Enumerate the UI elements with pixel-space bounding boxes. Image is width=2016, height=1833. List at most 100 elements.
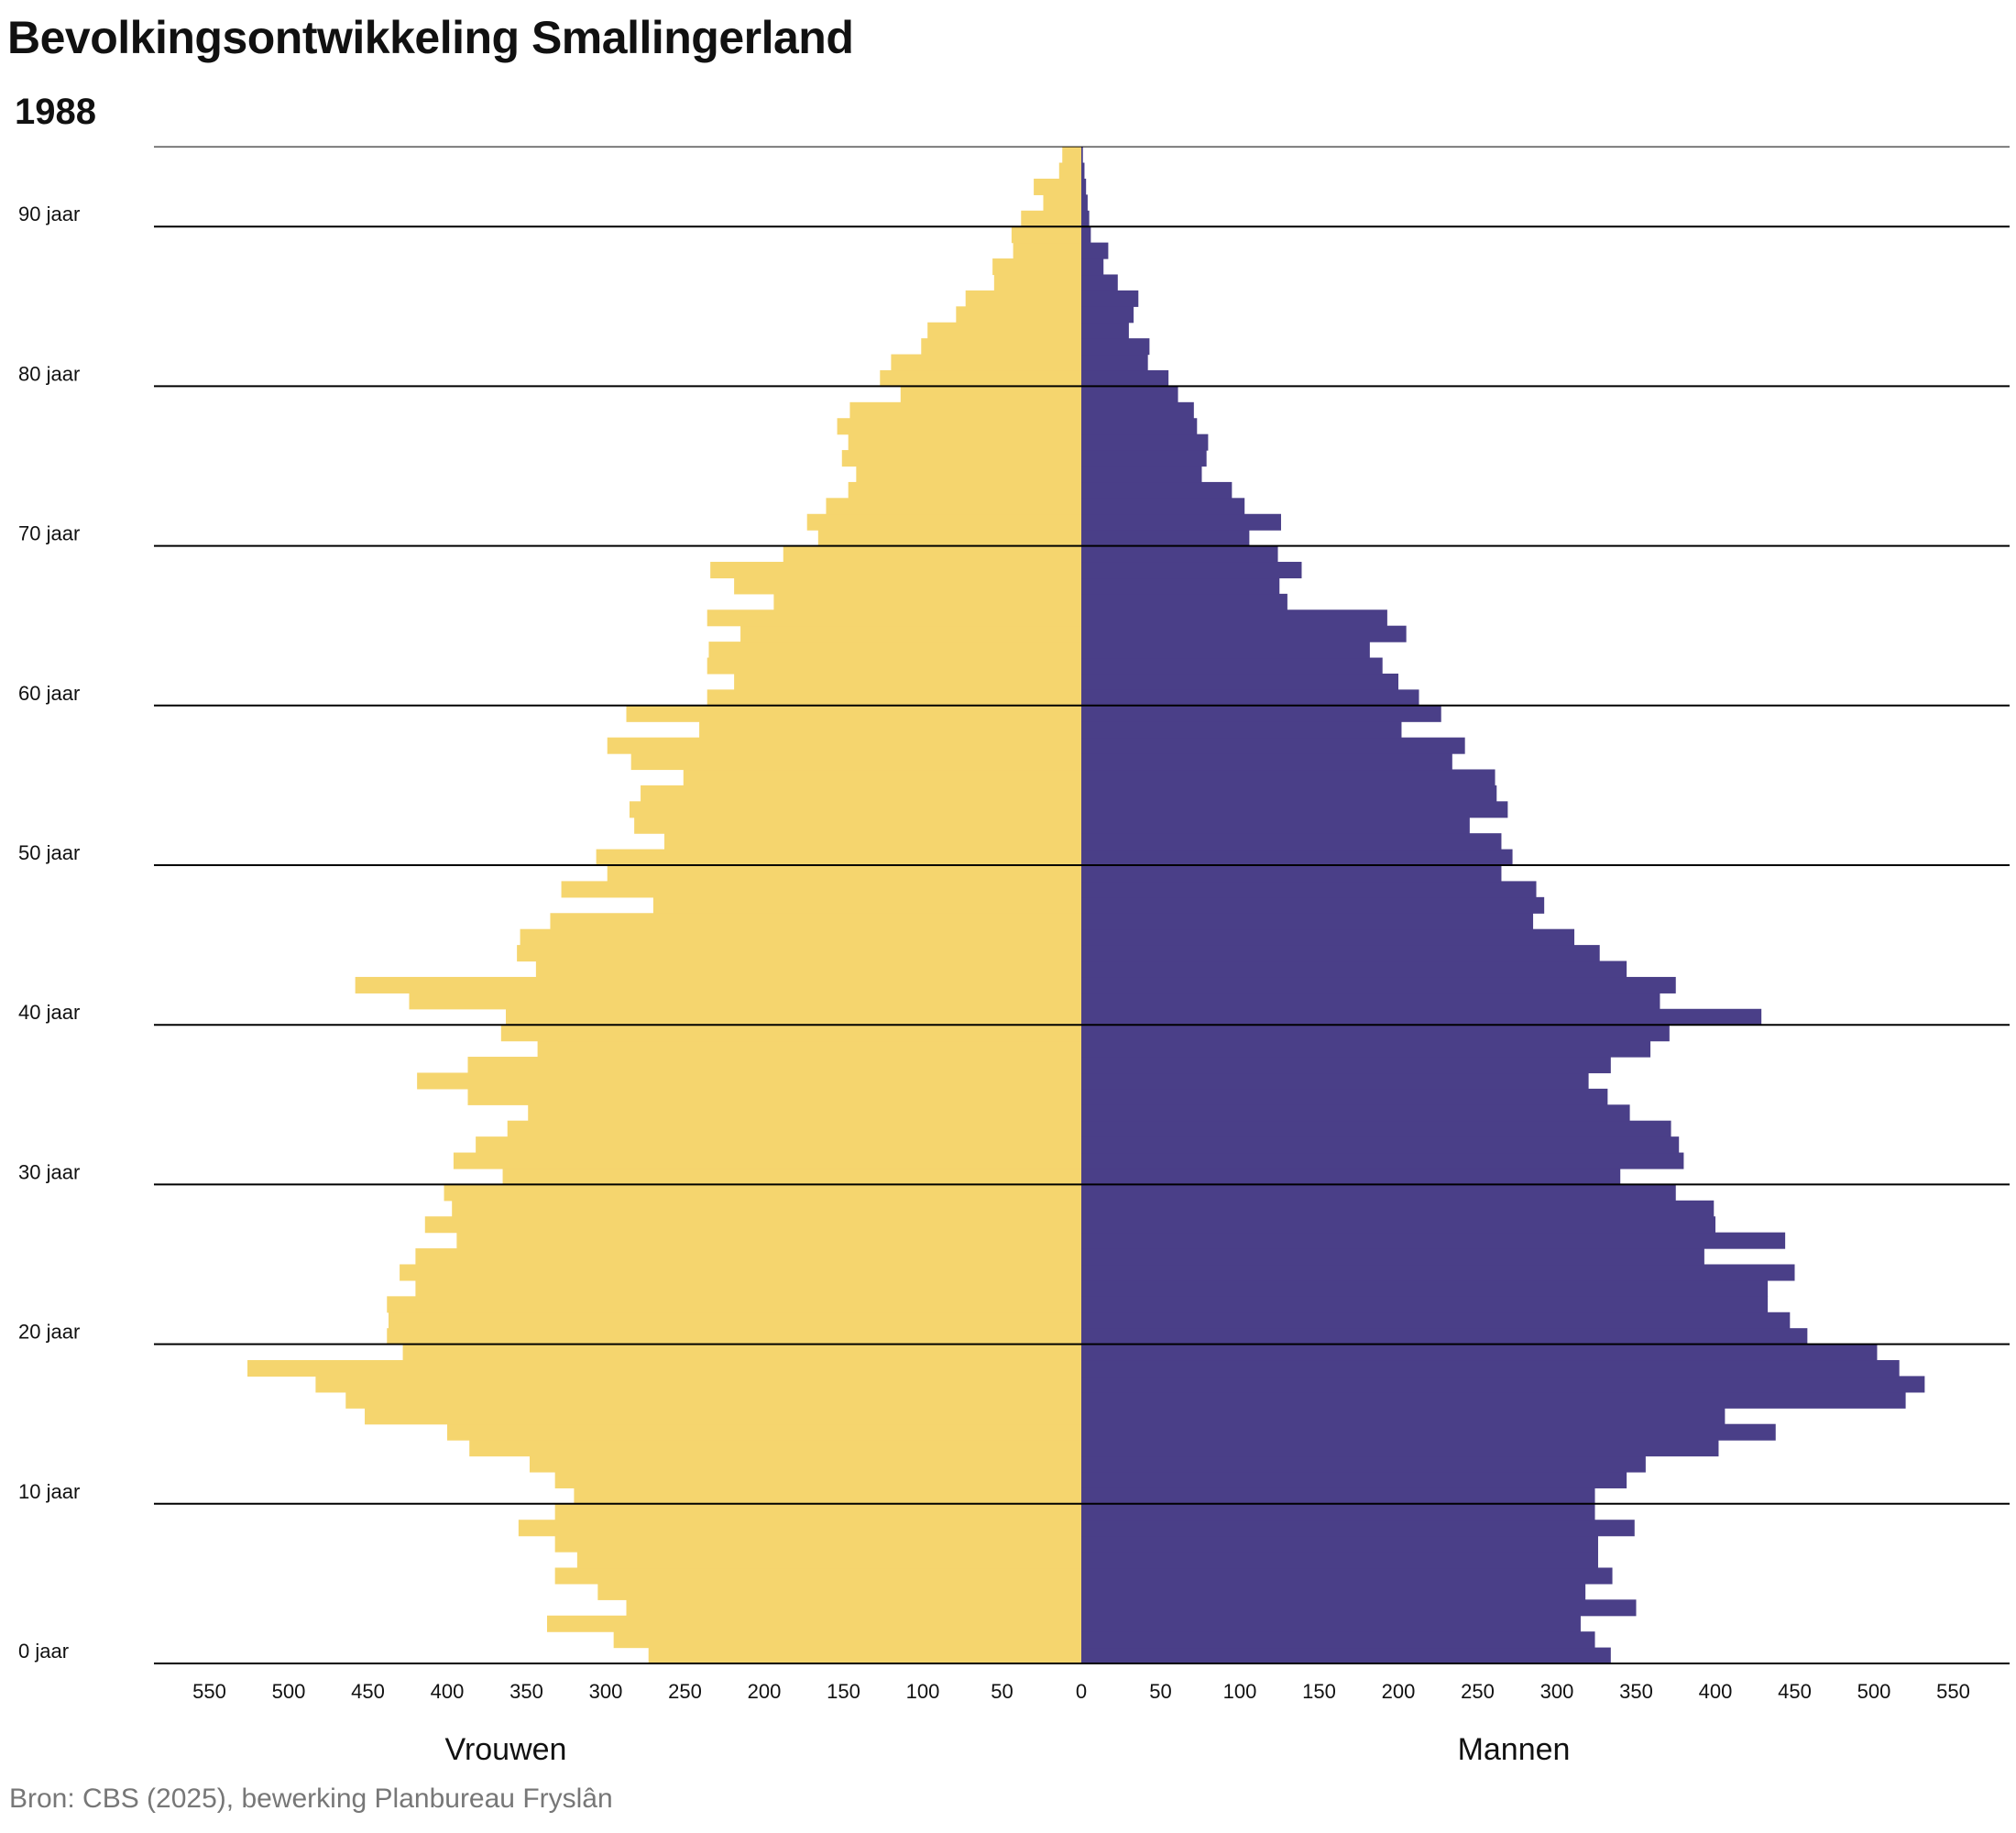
bar-vrouwen-age-57 <box>607 737 1081 754</box>
bar-mannen-age-57 <box>1081 737 1465 754</box>
bar-vrouwen-age-0 <box>648 1647 1081 1664</box>
bar-mannen-age-88 <box>1081 242 1109 259</box>
bar-vrouwen-age-80 <box>880 369 1081 387</box>
bar-mannen-age-27 <box>1081 1216 1715 1234</box>
age-label-60: 60 jaar <box>18 682 80 705</box>
bar-vrouwen-age-77 <box>837 418 1081 435</box>
bar-mannen-age-69 <box>1081 545 1278 563</box>
value-tick-right-350: 350 <box>1619 1680 1653 1703</box>
bar-vrouwen-age-37 <box>467 1057 1081 1074</box>
value-tick-left-350: 350 <box>509 1680 543 1703</box>
source-note: Bron: CBS (2025), bewerking Planbureau F… <box>9 1784 613 1814</box>
bar-mannen-age-53 <box>1081 801 1508 818</box>
chart-subtitle-year: 1988 <box>15 92 96 132</box>
bar-mannen-age-55 <box>1081 769 1496 786</box>
bar-vrouwen-age-91 <box>1043 194 1081 212</box>
bar-mannen-age-77 <box>1081 418 1198 435</box>
bar-vrouwen-age-55 <box>683 769 1081 786</box>
bar-mannen-age-74 <box>1081 466 1202 483</box>
bar-vrouwen-age-11 <box>554 1471 1081 1488</box>
age-axis-labels: 0 jaar 10 jaar 20 jaar 30 jaar 40 jaar 50 jaa… <box>18 203 80 1663</box>
bar-vrouwen-age-56 <box>630 753 1081 771</box>
value-tick-left-150: 150 <box>827 1680 860 1703</box>
age-label-40: 40 jaar <box>18 1001 80 1024</box>
bar-mannen-age-37 <box>1081 1057 1611 1074</box>
bar-vrouwen-age-84 <box>956 306 1081 324</box>
bar-mannen-age-14 <box>1081 1423 1776 1441</box>
value-tick-left-250: 250 <box>668 1680 702 1703</box>
bar-mannen-age-93 <box>1081 162 1085 180</box>
side-label-mannen: Mannen <box>1458 1732 1571 1767</box>
bar-mannen-age-44 <box>1081 945 1600 962</box>
bar-vrouwen-age-14 <box>447 1423 1081 1441</box>
bar-mannen-age-68 <box>1081 562 1302 579</box>
bar-mannen-age-58 <box>1081 721 1402 739</box>
bar-vrouwen-age-51 <box>664 833 1081 851</box>
bar-mannen-age-22 <box>1081 1296 1769 1313</box>
bar-mannen-age-92 <box>1081 178 1087 195</box>
bar-mannen-age-0 <box>1081 1647 1611 1664</box>
bar-vrouwen-age-86 <box>993 274 1081 291</box>
bar-mannen-age-30 <box>1081 1168 1621 1185</box>
bar-vrouwen-age-75 <box>841 450 1081 467</box>
bar-vrouwen-age-66 <box>773 593 1081 610</box>
bar-vrouwen-age-44 <box>517 945 1081 962</box>
bar-mannen-age-59 <box>1081 705 1441 722</box>
bar-mannen-age-19 <box>1081 1344 1878 1361</box>
bar-vrouwen-age-1 <box>613 1631 1081 1649</box>
bar-vrouwen-age-68 <box>710 562 1081 579</box>
bar-mannen-age-62 <box>1081 657 1383 675</box>
bar-mannen-age-64 <box>1081 625 1407 642</box>
bar-mannen-age-82 <box>1081 338 1150 356</box>
value-tick-left-300: 300 <box>589 1680 623 1703</box>
bar-vrouwen-age-29 <box>444 1184 1081 1202</box>
bar-mannen-age-21 <box>1081 1312 1791 1329</box>
bar-mannen-age-6 <box>1081 1552 1598 1569</box>
bar-mannen-age-25 <box>1081 1248 1704 1266</box>
bars-vrouwen <box>247 147 1082 1664</box>
bar-vrouwen-age-8 <box>518 1520 1081 1537</box>
bar-mannen-age-23 <box>1081 1279 1769 1297</box>
side-label-vrouwen: Vrouwen <box>445 1732 567 1767</box>
bar-mannen-age-47 <box>1081 896 1545 914</box>
bar-mannen-age-16 <box>1081 1391 1906 1409</box>
bar-vrouwen-age-36 <box>417 1072 1081 1090</box>
bar-vrouwen-age-26 <box>456 1232 1081 1249</box>
bar-mannen-age-76 <box>1081 434 1209 451</box>
bar-vrouwen-age-74 <box>856 466 1081 483</box>
bar-vrouwen-age-6 <box>576 1552 1081 1569</box>
bar-mannen-age-54 <box>1081 785 1497 802</box>
bar-mannen-age-81 <box>1081 354 1148 371</box>
bar-vrouwen-age-28 <box>452 1200 1081 1217</box>
bar-vrouwen-age-20 <box>387 1328 1081 1345</box>
bar-vrouwen-age-50 <box>596 849 1081 866</box>
bar-mannen-age-2 <box>1081 1615 1581 1632</box>
bar-vrouwen-age-49 <box>607 865 1081 883</box>
bar-mannen-age-70 <box>1081 530 1250 547</box>
bar-mannen-age-50 <box>1081 849 1513 866</box>
value-tick-left-550: 550 <box>192 1680 226 1703</box>
value-tick-right-450: 450 <box>1778 1680 1812 1703</box>
bar-vrouwen-age-81 <box>891 354 1081 371</box>
bar-vrouwen-age-19 <box>402 1344 1081 1361</box>
bar-vrouwen-age-92 <box>1034 178 1081 195</box>
bar-mannen-age-42 <box>1081 976 1676 993</box>
bar-mannen-age-66 <box>1081 593 1287 610</box>
bar-vrouwen-age-79 <box>900 386 1081 403</box>
bar-mannen-age-15 <box>1081 1408 1726 1425</box>
bar-mannen-age-1 <box>1081 1631 1595 1649</box>
bar-vrouwen-age-33 <box>507 1120 1081 1137</box>
bar-mannen-age-65 <box>1081 609 1387 627</box>
bar-vrouwen-age-38 <box>537 1040 1081 1058</box>
bar-mannen-age-72 <box>1081 498 1245 515</box>
bar-mannen-age-34 <box>1081 1104 1630 1122</box>
bar-vrouwen-age-64 <box>740 625 1081 642</box>
value-tick-left-500: 500 <box>272 1680 306 1703</box>
bar-mannen-age-60 <box>1081 689 1419 707</box>
bar-vrouwen-age-43 <box>535 960 1081 978</box>
bar-mannen-age-89 <box>1081 226 1091 244</box>
bar-mannen-age-12 <box>1081 1455 1646 1473</box>
bar-mannen-age-24 <box>1081 1264 1795 1281</box>
bar-vrouwen-age-18 <box>247 1360 1081 1377</box>
